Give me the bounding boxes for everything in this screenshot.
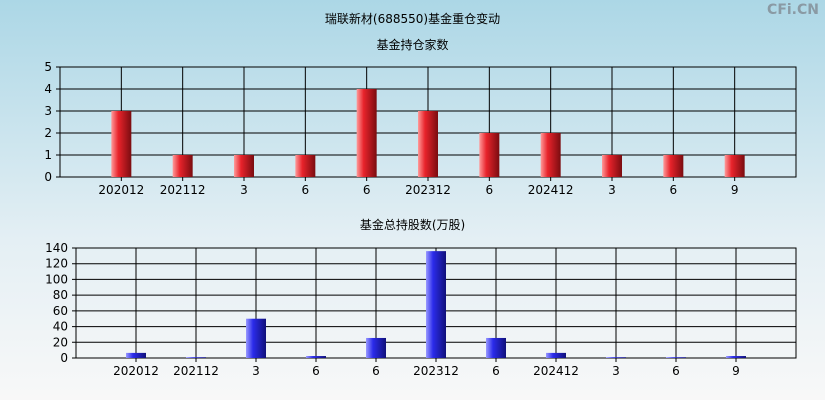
y-tick-label: 140	[45, 241, 68, 255]
x-tick-label: 9	[731, 183, 739, 197]
bar	[306, 356, 326, 358]
chart-1-title: 基金持仓家数	[376, 38, 449, 52]
x-tick-label: 6	[312, 364, 320, 378]
x-tick-label: 3	[608, 183, 616, 197]
x-tick-label: 202012	[98, 183, 144, 197]
y-tick-label: 3	[44, 104, 52, 118]
x-tick-label: 202112	[173, 364, 219, 378]
y-tick-label: 4	[44, 82, 52, 96]
y-tick-label: 80	[53, 288, 68, 302]
x-tick-label: 202412	[533, 364, 579, 378]
bar	[418, 111, 438, 177]
bar	[172, 155, 193, 177]
bar	[186, 357, 206, 358]
x-tick-label: 202412	[528, 183, 574, 197]
x-tick-label: 202012	[113, 364, 159, 378]
bar	[479, 133, 500, 177]
bar	[663, 155, 684, 177]
x-tick-label: 6	[486, 183, 494, 197]
x-tick-label: 6	[302, 183, 310, 197]
bar	[666, 357, 686, 358]
y-tick-label: 5	[44, 60, 52, 74]
x-tick-label: 9	[732, 364, 740, 378]
page-title: 瑞联新材(688550)基金重仓变动	[324, 12, 501, 26]
y-tick-label: 120	[45, 257, 68, 271]
bar	[726, 356, 746, 358]
x-tick-label: 202312	[413, 364, 459, 378]
x-tick-label: 6	[670, 183, 678, 197]
x-tick-label: 3	[612, 364, 620, 378]
x-tick-label: 6	[363, 183, 371, 197]
bar	[295, 155, 316, 177]
x-tick-label: 202312	[405, 183, 451, 197]
bar	[246, 318, 266, 358]
bar	[356, 89, 377, 177]
y-tick-label: 60	[53, 304, 68, 318]
y-tick-label: 0	[44, 170, 52, 184]
bar	[234, 155, 254, 177]
bar	[602, 155, 622, 177]
y-tick-label: 1	[44, 148, 52, 162]
y-tick-label: 100	[45, 272, 68, 286]
logo: CFi.CN	[767, 2, 819, 18]
x-tick-label: 6	[672, 364, 680, 378]
y-tick-label: 2	[44, 126, 52, 140]
bar	[486, 337, 506, 358]
bar	[724, 155, 745, 177]
x-tick-label: 6	[372, 364, 380, 378]
y-tick-label: 40	[53, 320, 68, 334]
bar	[426, 251, 446, 358]
chart-2-title: 基金总持股数(万股)	[359, 218, 466, 232]
bar	[606, 357, 626, 358]
bar	[546, 352, 566, 358]
x-tick-label: 3	[240, 183, 248, 197]
x-tick-label: 202112	[160, 183, 206, 197]
y-tick-label: 0	[60, 351, 68, 365]
bar	[126, 352, 146, 358]
bar	[111, 111, 132, 177]
x-tick-label: 6	[492, 364, 500, 378]
bar	[540, 133, 561, 177]
bar	[366, 337, 386, 358]
y-tick-label: 20	[53, 335, 68, 349]
x-tick-label: 3	[252, 364, 260, 378]
